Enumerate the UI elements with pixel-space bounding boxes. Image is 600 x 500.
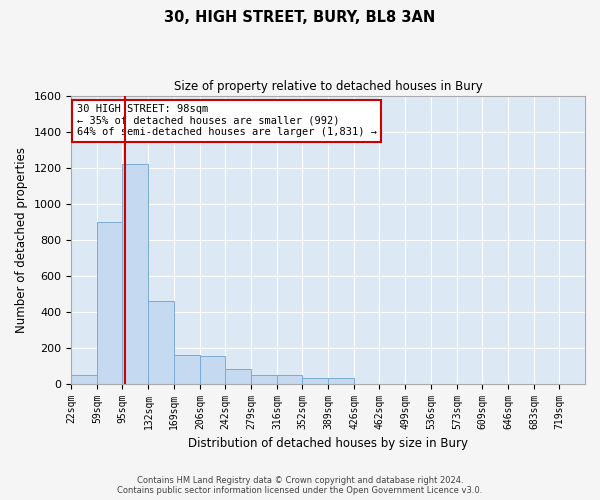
Text: Contains HM Land Registry data © Crown copyright and database right 2024.
Contai: Contains HM Land Registry data © Crown c… — [118, 476, 482, 495]
Bar — [71, 374, 97, 384]
Text: 30 HIGH STREET: 98sqm
← 35% of detached houses are smaller (992)
64% of semi-det: 30 HIGH STREET: 98sqm ← 35% of detached … — [77, 104, 377, 138]
Bar — [328, 378, 354, 384]
Bar — [226, 370, 251, 384]
Bar — [148, 301, 174, 384]
Bar — [97, 222, 122, 384]
X-axis label: Distribution of detached houses by size in Bury: Distribution of detached houses by size … — [188, 437, 468, 450]
Bar — [200, 356, 226, 384]
Bar — [277, 374, 302, 384]
Y-axis label: Number of detached properties: Number of detached properties — [15, 146, 28, 332]
Bar — [302, 378, 328, 384]
Text: 30, HIGH STREET, BURY, BL8 3AN: 30, HIGH STREET, BURY, BL8 3AN — [164, 10, 436, 25]
Title: Size of property relative to detached houses in Bury: Size of property relative to detached ho… — [174, 80, 482, 93]
Bar — [122, 164, 148, 384]
Bar — [251, 374, 277, 384]
Bar — [174, 355, 200, 384]
